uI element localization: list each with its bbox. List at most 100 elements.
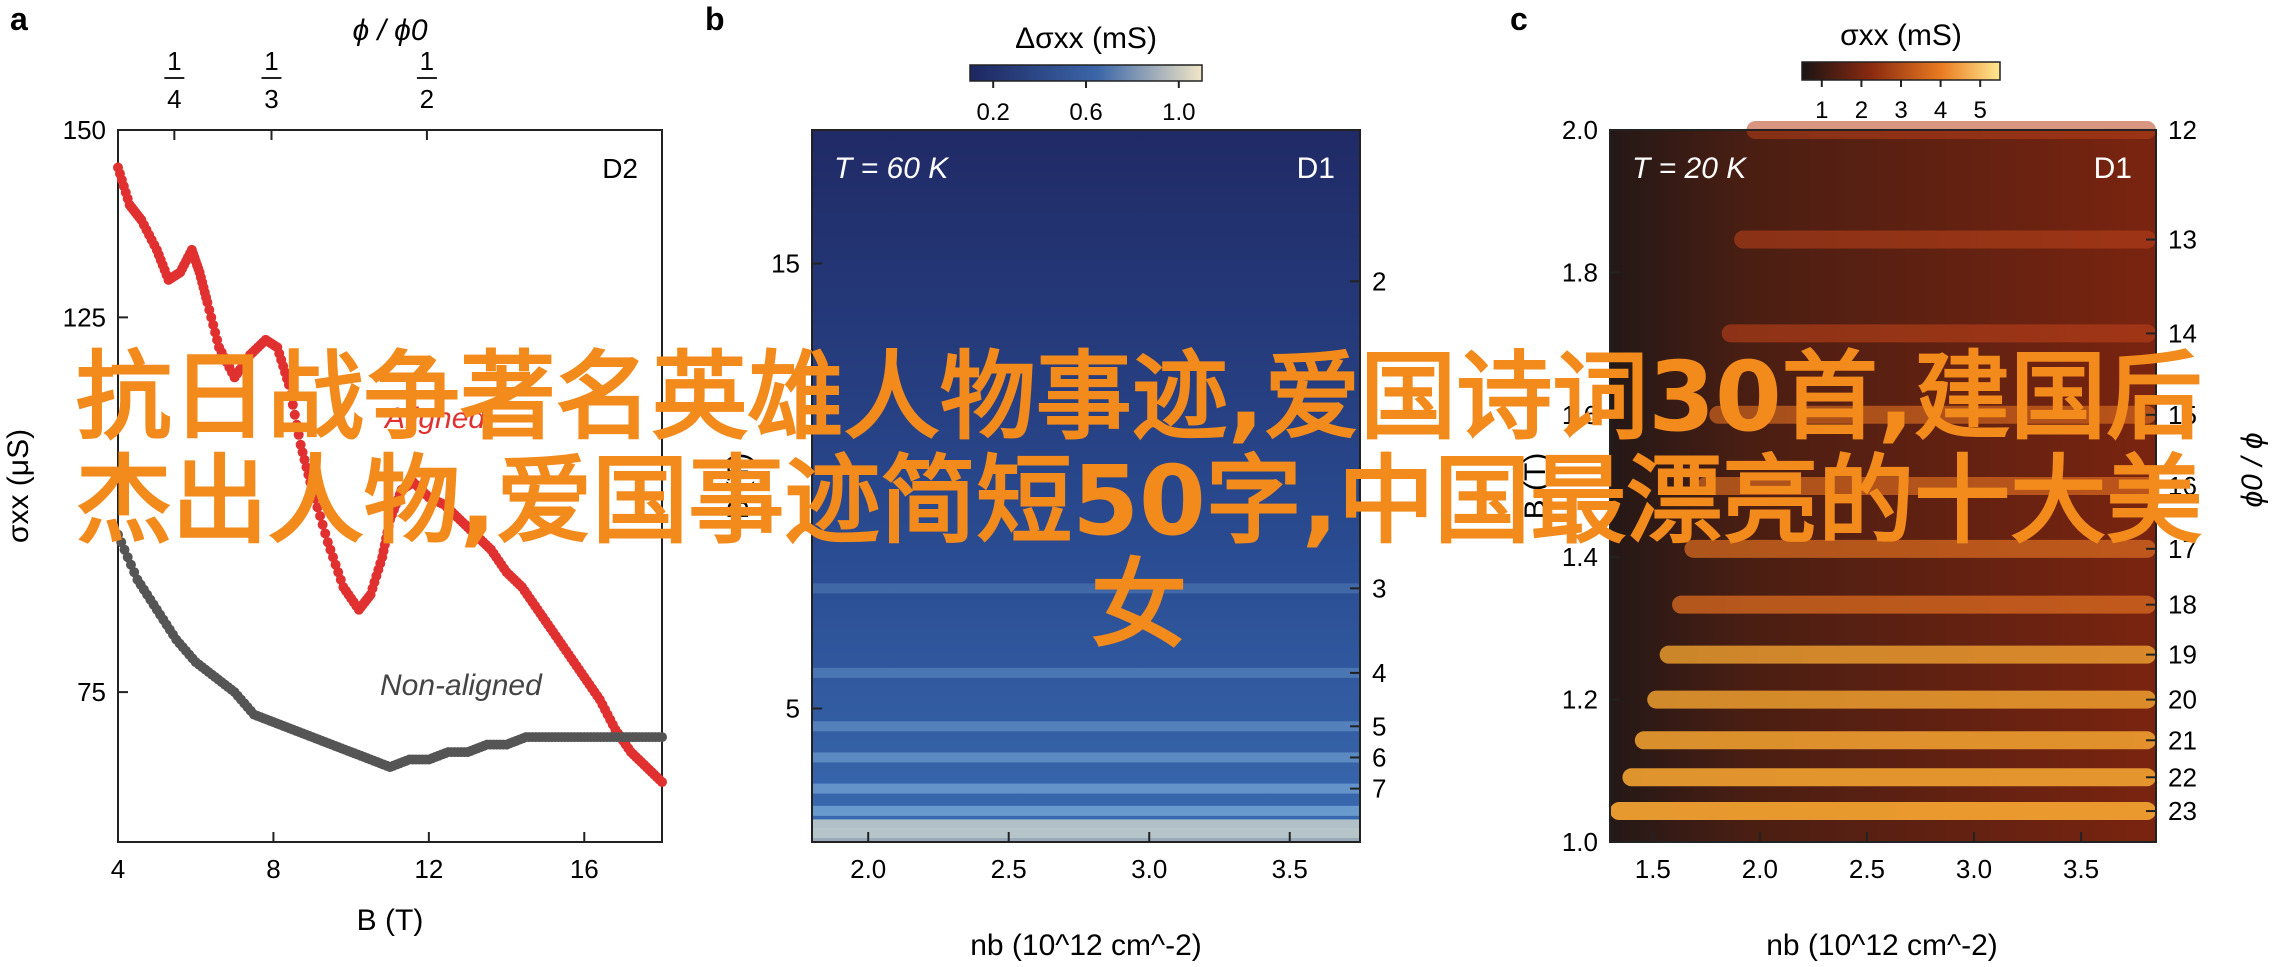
panel-c-colorbar-tick-label: 1 — [1815, 97, 1828, 124]
panel-c-y-tick-label: 1.6 — [1562, 400, 1598, 430]
panel-b-band — [812, 667, 1360, 678]
aligned-data-point — [305, 477, 316, 488]
panel-c-right-tick-label: 14 — [2168, 318, 2197, 348]
panel-a-top-tick-numerator: 1 — [264, 46, 278, 76]
panel-b-colorbar-tick-label: 0.2 — [977, 99, 1010, 126]
panel-a-x-tick-label: 16 — [570, 854, 599, 884]
non-aligned-data-point — [657, 732, 667, 743]
panel-letter-b: b — [705, 1, 725, 37]
non-aligned-data-point — [113, 529, 123, 540]
panel-b-x-label: nb (10^12 cm^-2) — [970, 929, 1202, 962]
aligned-data-point — [657, 777, 667, 788]
panel-c-band — [1647, 690, 2156, 709]
panel-b-right-tick-label: 2 — [1372, 266, 1386, 296]
panel-c-band — [1721, 324, 2156, 343]
panel-b-band — [812, 583, 1360, 594]
aligned-data-point — [287, 399, 298, 410]
panel-b-right-tick-label: 6 — [1372, 742, 1386, 772]
panel-letter-c: c — [1510, 1, 1528, 37]
panel-a-y-tick-label: 125 — [63, 302, 106, 332]
panel-c-right-tick-label: 18 — [2168, 590, 2197, 620]
panel-c-x-tick-label: 2.0 — [1742, 854, 1778, 884]
panel-a-y-tick-label: 150 — [63, 115, 106, 145]
panel-c-x-tick-label: 3.5 — [2063, 854, 2099, 884]
panel-b-right-tick-label: 3 — [1372, 573, 1386, 603]
panel-b-colorbar-tick-label: 0.6 — [1069, 99, 1102, 126]
panel-b-frame — [811, 129, 1361, 843]
panel-a-x-tick-label: 8 — [266, 854, 280, 884]
panel-b-y-tick-label: 15 — [771, 249, 800, 279]
aligned-data-point — [283, 379, 294, 390]
aligned-data-point — [208, 319, 219, 330]
panel-c: 1.5 2.0 2.5 3.0 3.51.01.21.41.61.82.0 1213141… — [1519, 19, 2269, 962]
panel-a-corner-label: D2 — [602, 153, 638, 184]
panel-c-y-label: B (T) — [1519, 453, 1552, 520]
panel-c-x-tick-label: 1.5 — [1635, 854, 1671, 884]
non-aligned-data-point — [129, 567, 140, 578]
aligned-data-point — [299, 454, 310, 465]
panel-c-y-tick-label: 2.0 — [1562, 115, 1598, 145]
panel-b-x-tick-label: 2.0 — [850, 854, 886, 884]
panel-c-colorbar-tick-label: 3 — [1894, 97, 1907, 124]
panel-b-right-tick-label: 5 — [1372, 711, 1386, 741]
panel-b-x-tick-label: 3.5 — [1272, 854, 1308, 884]
panel-c-y-tick-label: 1.4 — [1562, 542, 1598, 572]
panel-a-x-tick-label: 12 — [414, 854, 443, 884]
panel-a-y-label: σxx (μS) — [2, 429, 35, 543]
panel-c-band — [1672, 595, 2156, 614]
panel-b-temperature-label: T = 60 K — [834, 152, 950, 185]
non-aligned-data-point — [116, 537, 127, 548]
panel-c-band — [1696, 477, 2156, 495]
panel-b-band — [812, 819, 1360, 842]
overlay-line-3: 女 — [1091, 549, 1187, 661]
aligned-data-point — [312, 502, 323, 513]
aligned-data-point — [291, 419, 302, 430]
aligned-data-point — [212, 334, 223, 345]
panel-a-top-axis-label: ϕ / ϕ0 — [352, 14, 427, 47]
panel-b-band — [812, 721, 1360, 732]
panel-b-colorbar-label: Δσxx (mS) — [1015, 22, 1157, 55]
panel-a-x-tick-label: 4 — [111, 854, 125, 884]
panel-b-right-tick-label: 4 — [1372, 658, 1386, 688]
panel-b-y-label: B (T) — [722, 453, 755, 520]
panel-c-x-tick-label: 2.5 — [1849, 854, 1885, 884]
panel-c-colorbar — [1801, 61, 2001, 81]
panel-c-band — [1610, 802, 2156, 821]
aligned-data-point — [295, 439, 306, 450]
panel-c-right-axis-label: ϕ0 / ϕ — [2236, 432, 2269, 507]
panel-c-x-label: nb (10^12 cm^-2) — [1766, 929, 1998, 962]
overlay-headline: 抗日战争著名英雄人物事迹,爱国诗词30首,建国后 杰出人物,爱国事迹简短50字,… — [0, 345, 2278, 657]
panel-b-x-tick-label: 2.5 — [991, 854, 1027, 884]
panel-c-band — [1659, 645, 2156, 664]
panel-c-temperature-label: T = 20 K — [1632, 152, 1748, 185]
panel-c-right-tick-label: 22 — [2168, 762, 2197, 792]
panel-c-right-tick-label: 20 — [2168, 685, 2197, 715]
panel-c-right-tick-label: 16 — [2168, 471, 2197, 501]
aligned-data-point — [204, 304, 215, 315]
aligned-data-point — [297, 447, 308, 458]
overlay-line-1: 抗日战争著名英雄人物事迹,爱国诗词30首,建国后 — [75, 341, 2203, 453]
panel-b-colorbar — [969, 64, 1203, 82]
panel-c-right-tick-label: 17 — [2168, 534, 2197, 564]
panel-letter-a: a — [10, 1, 28, 37]
aligned-data-point — [307, 484, 318, 495]
panel-b-colorbar-ticks: 0.2 0.6 1.0 — [977, 81, 1195, 126]
legend-label-non-aligned: Non-aligned — [380, 669, 543, 702]
aligned-data-point — [320, 528, 331, 539]
aligned-data-point — [309, 493, 320, 504]
panel-c-x-tick-label: 3.0 — [1956, 854, 1992, 884]
overlay-line-2: 杰出人物,爱国事迹简短50字,中国最漂亮的十大美 — [75, 445, 2203, 557]
panel-c-corner-label: D1 — [2094, 152, 2132, 185]
panel-c-right-tick-label: 12 — [2168, 115, 2197, 145]
panel-a-plot-area — [113, 162, 667, 788]
panel-c-band — [1684, 539, 2156, 558]
panel-c-colorbar-tick-label: 2 — [1855, 97, 1868, 124]
aligned-data-point — [303, 469, 314, 480]
aligned-data-point — [202, 297, 213, 308]
panel-a-top-tick-denominator: 3 — [264, 84, 278, 114]
panel-a-top-tick-denominator: 2 — [420, 84, 434, 114]
panel-c-right-tick-label: 15 — [2168, 400, 2197, 430]
aligned-data-point — [315, 510, 326, 521]
panel-b-x-tick-label: 3.0 — [1131, 854, 1167, 884]
